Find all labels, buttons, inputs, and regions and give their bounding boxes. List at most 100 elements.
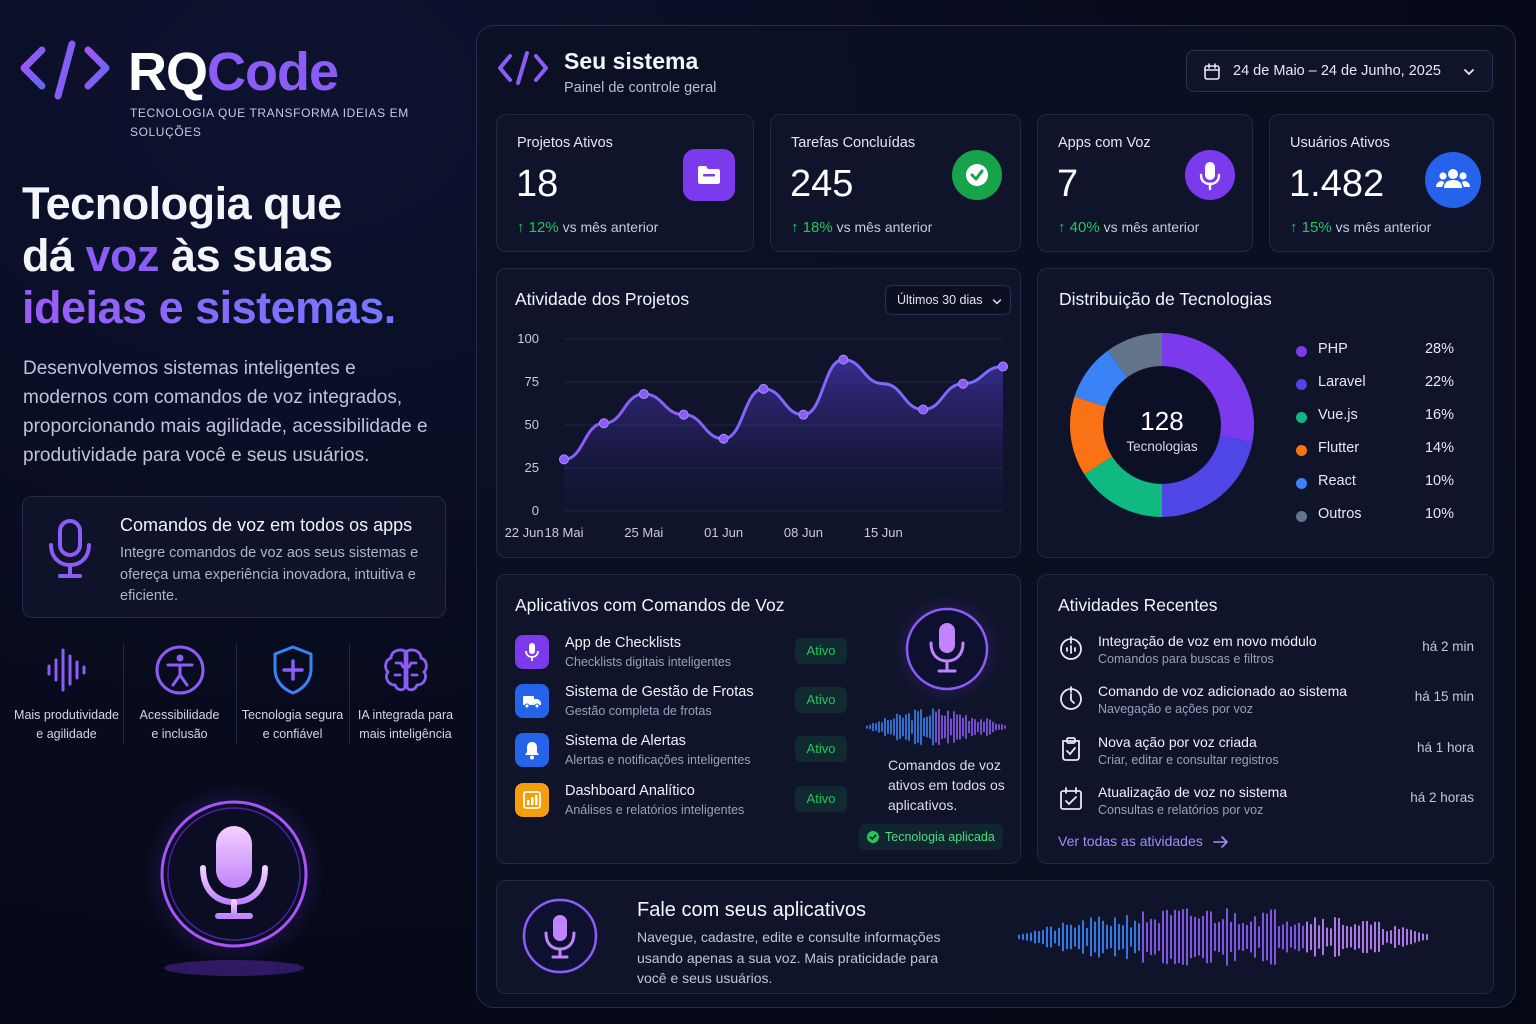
- voice-mic-hero-graphic: [0, 780, 470, 980]
- donut-slice: [1107, 333, 1162, 378]
- feature-label: Tecnologia segura: [241, 708, 344, 722]
- voice-command-icon: [1060, 686, 1082, 710]
- brand-tagline: TECNOLOGIA QUE TRANSFORMA IDEIAS EM SOLU…: [130, 106, 409, 139]
- app-name: App de Checklists: [565, 635, 682, 651]
- donut-slice: [1074, 350, 1128, 407]
- talk-to-apps-banner: Fale com seus aplicativos Navegue, cadas…: [496, 880, 1494, 994]
- donut-hole: [1104, 367, 1220, 483]
- technology-donut-chart: [1070, 333, 1254, 517]
- talk-description: Navegue, cadastre, edite e consulte info…: [637, 929, 941, 986]
- stat-value: 1.482: [1289, 163, 1385, 205]
- y-tick-label: 0: [532, 503, 539, 518]
- app-item-fleet[interactable]: Sistema de Gestão de Frotas Gestão compl…: [515, 684, 847, 724]
- microphone-icon: [515, 635, 549, 669]
- activity-name: Comando de voz adicionado ao sistema: [1098, 683, 1348, 699]
- date-range-picker[interactable]: 24 de Maio – 24 de Junho, 2025: [1186, 50, 1493, 92]
- activity-name: Integração de voz em novo módulo: [1098, 633, 1317, 649]
- distribution-legend: PHP 28% Laravel 22% Vue.js 16% Flutter 14% R…: [1296, 341, 1454, 522]
- x-tick-label: 25 Mai: [624, 525, 663, 540]
- voice-apps-card: Aplicativos com Comandos de Voz App de C…: [496, 574, 1021, 864]
- voice-integration-icon: [1060, 636, 1082, 660]
- dashboard-title: Seu sistema: [564, 48, 699, 74]
- feature-label: IA integrada para: [357, 708, 454, 722]
- donut-slice: [1162, 436, 1253, 517]
- activity-area-chart: 0 25 50 75 100 18 Mai 25 Mai 01 Jun 08 Jun 15 Ju…: [505, 331, 1008, 540]
- activity-item[interactable]: Nova ação por voz criada Criar, editar e…: [1058, 734, 1474, 774]
- stat-delta: ↑ 15% vs mês anterior: [1290, 219, 1432, 236]
- recent-title: Atividades Recentes: [1058, 595, 1218, 615]
- legend-item: Outros 10%: [1296, 506, 1454, 526]
- activity-item[interactable]: Comando de voz adicionado ao sistema Nav…: [1058, 683, 1474, 723]
- users-icon: [1425, 152, 1481, 208]
- truck-icon: [515, 684, 549, 718]
- arrow-right-icon: [1212, 836, 1228, 848]
- stat-label: Usuários Ativos: [1290, 135, 1390, 151]
- feature-list: Mais produtividade e agilidade Acessibili…: [10, 644, 462, 744]
- x-tick-label: 18 Mai: [544, 525, 583, 540]
- check-circle-icon: [867, 831, 879, 843]
- legend-item: Vue.js 16%: [1296, 407, 1454, 427]
- view-all-activities-link[interactable]: Ver todas as atividades: [1058, 833, 1229, 849]
- chart-data-point: [998, 361, 1008, 372]
- microphone-icon: [1184, 149, 1236, 201]
- chevron-down-icon: [992, 299, 1002, 305]
- activity-description: Navegação e ações por voz: [1098, 702, 1253, 716]
- y-tick-label: 25: [525, 460, 539, 475]
- dashboard-subtitle: Painel de controle geral: [564, 80, 717, 96]
- brand-name: RQCode: [128, 42, 339, 102]
- donut-slice: [1070, 396, 1113, 475]
- app-description: Análises e relatórios inteligentes: [565, 803, 745, 817]
- period-select[interactable]: Últimos 30 dias: [885, 285, 1011, 315]
- feature-item: Mais produtividade e agilidade: [10, 644, 123, 744]
- chart-data-point: [918, 404, 929, 415]
- voice-apps-side-text: Comandos de voz ativos em todos os aplic…: [888, 757, 1005, 813]
- calendar-icon: [1204, 63, 1220, 80]
- brain-icon: [349, 644, 462, 696]
- voice-card-title: Comandos de voz em todos os apps: [120, 515, 413, 535]
- microphone-icon: [45, 517, 95, 581]
- check-circle-icon: [951, 149, 1003, 201]
- chart-data-point: [958, 378, 969, 389]
- app-name: Sistema de Gestão de Frotas: [565, 684, 754, 700]
- status-badge: Ativo: [795, 638, 847, 664]
- activity-description: Criar, editar e consultar registros: [1098, 753, 1279, 767]
- x-tick-label: 15 Jun: [864, 525, 903, 540]
- talk-title: Fale com seus aplicativos: [637, 899, 866, 921]
- code-logo-icon: [20, 38, 112, 102]
- activity-title: Atividade dos Projetos: [515, 289, 690, 309]
- stat-label: Projetos Ativos: [517, 135, 613, 151]
- voice-waveform: [866, 708, 1006, 746]
- activity-name: Nova ação por voz criada: [1098, 734, 1257, 750]
- project-activity-card: Atividade dos Projetos Últimos 30 dias 0…: [496, 268, 1021, 558]
- donut-slice: [1084, 456, 1162, 517]
- activity-item[interactable]: Atualização de voz no sistema Consultas …: [1058, 784, 1474, 824]
- chart-data-point: [598, 418, 609, 429]
- app-item-alerts[interactable]: Sistema de Alertas Alertas e notificaçõe…: [515, 733, 847, 773]
- x-tick-label: 08 Jun: [784, 525, 823, 540]
- activity-item[interactable]: Integração de voz em novo módulo Comando…: [1058, 633, 1474, 673]
- bar-chart-icon: [515, 783, 549, 817]
- microphone-icon: [519, 895, 601, 977]
- folder-icon: [683, 149, 735, 201]
- donut-center-label: Tecnologias: [1126, 439, 1198, 454]
- distribution-title: Distribuição de Tecnologias: [1059, 289, 1272, 309]
- app-description: Alertas e notificações inteligentes: [565, 753, 751, 767]
- feature-label: Mais produtividade: [14, 708, 119, 722]
- feature-label: mais inteligência: [359, 727, 452, 741]
- stat-value: 245: [790, 163, 854, 205]
- chart-data-point: [718, 433, 729, 444]
- chart-data-point: [758, 383, 769, 394]
- activity-time: há 15 min: [1414, 689, 1474, 704]
- activity-name: Atualização de voz no sistema: [1098, 784, 1288, 800]
- applied-technology-badge: Tecnologia aplicada: [859, 824, 1003, 850]
- app-item-checklists[interactable]: App de Checklists Checklists digitais in…: [515, 635, 847, 675]
- app-item-dashboard[interactable]: Dashboard Analítico Análises e relatório…: [515, 783, 847, 823]
- stat-card-users: Usuários Ativos 1.482 ↑ 15% vs mês anter…: [1269, 114, 1494, 252]
- feature-label: e confiável: [262, 727, 323, 741]
- status-badge: Ativo: [795, 736, 847, 762]
- voice-waveform: [1018, 908, 1428, 966]
- recent-activities-card: Atividades Recentes Integração de voz em…: [1037, 574, 1494, 864]
- code-icon: [496, 50, 550, 86]
- status-badge: Ativo: [795, 786, 847, 812]
- donut-center-value: 128: [1140, 406, 1184, 436]
